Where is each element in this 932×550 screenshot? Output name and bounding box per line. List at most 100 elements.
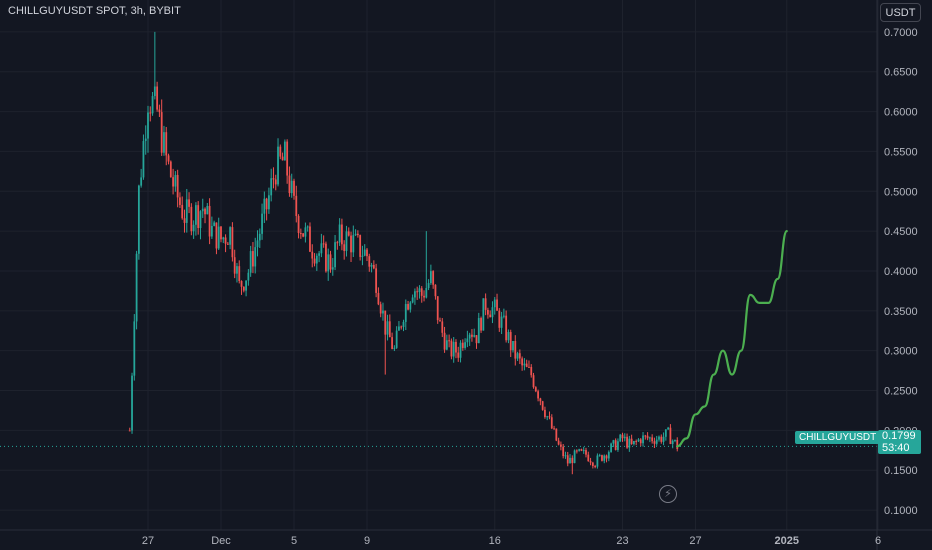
candle-body	[354, 233, 357, 236]
candle-body	[179, 197, 181, 205]
candle-body	[512, 340, 514, 351]
candle	[562, 444, 565, 459]
candle	[254, 237, 257, 274]
time-tick-label: 27	[142, 535, 154, 547]
candle	[268, 187, 270, 214]
candle-body	[443, 332, 446, 350]
candle-body	[530, 366, 533, 376]
candle-body	[587, 454, 590, 462]
candle	[142, 134, 145, 180]
candle	[591, 461, 594, 469]
candle	[407, 300, 409, 311]
candle-body	[441, 321, 444, 333]
candle-body	[386, 321, 389, 335]
candle	[400, 325, 403, 330]
candle	[521, 356, 524, 371]
candle	[391, 332, 393, 350]
candle-body	[213, 222, 216, 226]
candle-body	[329, 254, 332, 270]
candle-body	[185, 199, 188, 223]
candle	[425, 231, 428, 299]
candle-body	[226, 243, 229, 245]
candle	[151, 91, 154, 116]
candle	[573, 449, 576, 464]
candle-body	[352, 235, 355, 253]
candle	[473, 328, 476, 338]
candle	[525, 359, 528, 368]
candle	[169, 160, 172, 178]
candle-body	[366, 249, 368, 257]
candle-body	[450, 340, 453, 357]
candle	[361, 245, 364, 266]
candle	[532, 372, 535, 389]
candle	[448, 334, 451, 348]
candle-body	[546, 416, 549, 418]
candle	[669, 424, 672, 445]
candle	[297, 214, 300, 239]
candle-body	[557, 440, 560, 445]
candle	[325, 241, 327, 273]
candle	[295, 185, 298, 223]
candle	[655, 435, 658, 446]
candle-body	[277, 146, 279, 185]
candle-body	[302, 233, 305, 237]
candle	[240, 280, 243, 295]
candle-body	[582, 450, 585, 452]
candle	[313, 253, 316, 267]
candle-body	[379, 304, 382, 314]
candle	[181, 196, 184, 220]
candle-body	[621, 434, 624, 439]
candle	[614, 438, 617, 451]
candle	[633, 440, 635, 446]
candle-body	[418, 288, 421, 292]
candle-body	[591, 462, 594, 467]
candle-body	[575, 450, 578, 452]
candle	[434, 284, 437, 300]
candle-body	[343, 244, 346, 251]
time-tick-label: 5	[291, 535, 297, 547]
candle	[489, 310, 492, 318]
candle	[366, 248, 368, 262]
candle-body	[382, 310, 384, 314]
candle-body	[409, 302, 412, 310]
candle-body	[667, 427, 670, 430]
candle-body	[434, 284, 437, 297]
candle	[352, 225, 355, 258]
candle	[226, 241, 229, 245]
candle-body	[427, 283, 430, 288]
candle-body	[509, 332, 512, 351]
candle	[637, 438, 640, 442]
candle-body	[653, 441, 656, 444]
candle	[220, 226, 222, 243]
candle-body	[416, 291, 419, 293]
candle	[475, 335, 478, 349]
candle-body	[676, 439, 679, 450]
lightning-icon[interactable]: ⚡︎	[659, 485, 677, 503]
candle-body	[190, 206, 193, 232]
candle	[455, 339, 457, 359]
symbol-title[interactable]: CHILLGUYUSDT SPOT, 3h, BYBIT	[8, 5, 181, 17]
candle-body	[388, 321, 391, 338]
candle	[418, 285, 421, 299]
candle	[133, 314, 136, 381]
candle	[299, 228, 302, 239]
candle-body	[633, 440, 635, 445]
candle	[217, 217, 220, 251]
candle	[190, 203, 193, 236]
candle-body	[605, 455, 608, 459]
candle	[523, 358, 526, 371]
candle	[156, 81, 159, 112]
candle-body	[475, 335, 478, 344]
candle	[238, 260, 241, 284]
currency-button[interactable]: USDT	[880, 3, 921, 22]
candle	[589, 457, 592, 466]
candle-body	[660, 436, 663, 442]
candle	[642, 431, 644, 447]
candle-body	[642, 435, 644, 444]
candle	[318, 250, 320, 263]
time-axis[interactable]: 27 Dec 5 9 16 23 27 2025 6	[142, 535, 881, 547]
candle-body	[562, 446, 565, 457]
candle-body	[204, 208, 206, 215]
